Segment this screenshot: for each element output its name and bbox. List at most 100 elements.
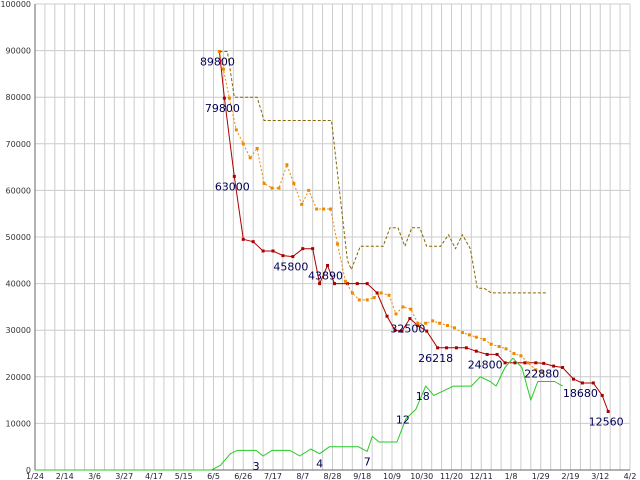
series-main-point (261, 249, 265, 253)
data-label: 26218 (418, 352, 453, 365)
x-tick-label: 10/9 (383, 472, 401, 480)
data-label: 7 (364, 455, 371, 468)
series-avg-point (409, 307, 413, 311)
data-label: 3 (253, 460, 260, 473)
series-avg-point (277, 186, 281, 190)
y-tick-label: 20000 (6, 373, 31, 382)
x-tick-label: 1/29 (532, 472, 550, 480)
grid (34, 3, 631, 471)
series-avg-line (218, 51, 543, 373)
data-label: 63000 (215, 180, 250, 193)
y-tick-label: 0 (26, 466, 31, 475)
data-label: 12 (396, 413, 410, 426)
series-avg-point (512, 352, 516, 355)
series-main-point (474, 349, 478, 353)
series-main-point (445, 346, 449, 350)
series-avg-point (315, 207, 319, 211)
series-main-point (591, 381, 595, 385)
x-tick-label: 8/7 (296, 472, 309, 480)
series-main-point (513, 361, 517, 365)
series-avg-point (474, 335, 478, 339)
x-tick-label: 8/28 (324, 472, 342, 480)
series-main-point (291, 255, 295, 259)
series-main-point (561, 365, 565, 369)
series-main-point (311, 247, 315, 251)
series-main-point (281, 254, 285, 258)
series-avg-point (482, 338, 486, 342)
y-tick-label: 70000 (6, 140, 31, 149)
x-tick-label: 12/11 (470, 472, 493, 480)
series-main-point (355, 282, 359, 286)
series-avg-point (307, 188, 311, 192)
series-main-point (365, 282, 369, 286)
x-tick-label: 3/6 (88, 472, 101, 480)
series-avg-point (394, 312, 398, 316)
series-avg-point (467, 333, 471, 337)
series-avg-point (504, 347, 508, 351)
y-tick-label: 50000 (6, 233, 31, 242)
data-label: 79800 (205, 102, 240, 115)
series-count-line (35, 357, 563, 471)
series-max-line (219, 51, 548, 294)
series-avg-point (221, 67, 225, 71)
series-main-point (301, 247, 305, 251)
series-avg-point (372, 296, 376, 300)
series-main-point (318, 282, 322, 286)
series-main-point (326, 263, 330, 267)
series-main-point (408, 317, 412, 321)
series-avg-point (497, 345, 501, 349)
series-avg-point (248, 156, 252, 160)
x-tick-label: 5/15 (175, 472, 193, 480)
series-main-point (345, 282, 349, 286)
series-avg-point (322, 207, 326, 211)
series-avg-point (489, 342, 493, 346)
series-avg-point (431, 319, 435, 323)
y-tick-label: 10000 (6, 419, 31, 428)
series-avg-point (285, 163, 289, 167)
series-avg-point (452, 326, 456, 330)
series-avg-point (526, 361, 530, 365)
y-tick-label: 30000 (6, 326, 31, 335)
data-label: 22880 (524, 367, 559, 380)
series-avg-point (519, 354, 523, 358)
series-main-point (271, 249, 275, 253)
x-tick-label: 3/27 (115, 472, 133, 480)
series-main-point (241, 237, 245, 241)
y-tick-label: 60000 (6, 186, 31, 195)
series-main-point (251, 240, 255, 244)
y-tick-label: 100000 (0, 0, 31, 9)
x-tick-label: 4/2 (624, 472, 637, 480)
series-main-point (485, 352, 489, 356)
series-avg-point (365, 298, 369, 302)
x-tick-label: 7/17 (264, 472, 282, 480)
x-tick-label: 1/24 (26, 472, 44, 480)
series-main-point (534, 361, 538, 365)
series-avg-point (446, 324, 450, 328)
x-tick-label: 4/17 (145, 472, 163, 480)
series-avg-point (343, 279, 347, 283)
series-avg-point (350, 291, 354, 295)
series-main-point (464, 346, 468, 350)
x-tick-label: 6/26 (234, 472, 252, 480)
series-main-point (542, 361, 546, 365)
series-avg-point (335, 242, 339, 246)
series-avg-point (262, 181, 266, 185)
data-label: 43890 (308, 269, 343, 282)
series-avg-point (357, 298, 361, 302)
data-label: 12560 (589, 415, 624, 428)
series-main-point (332, 282, 336, 286)
y-tick-label: 90000 (6, 47, 31, 56)
x-tick-label: 1/8 (505, 472, 518, 480)
data-label: 24800 (468, 358, 503, 371)
series-avg-point (300, 202, 304, 206)
series-avg-point (460, 331, 464, 335)
data-label: 4 (316, 458, 323, 471)
series-avg-point (241, 142, 245, 146)
series-avg-point (416, 321, 420, 325)
series-avg-point (424, 321, 428, 325)
series-avg-point (387, 293, 391, 297)
series-main-point (503, 361, 507, 365)
